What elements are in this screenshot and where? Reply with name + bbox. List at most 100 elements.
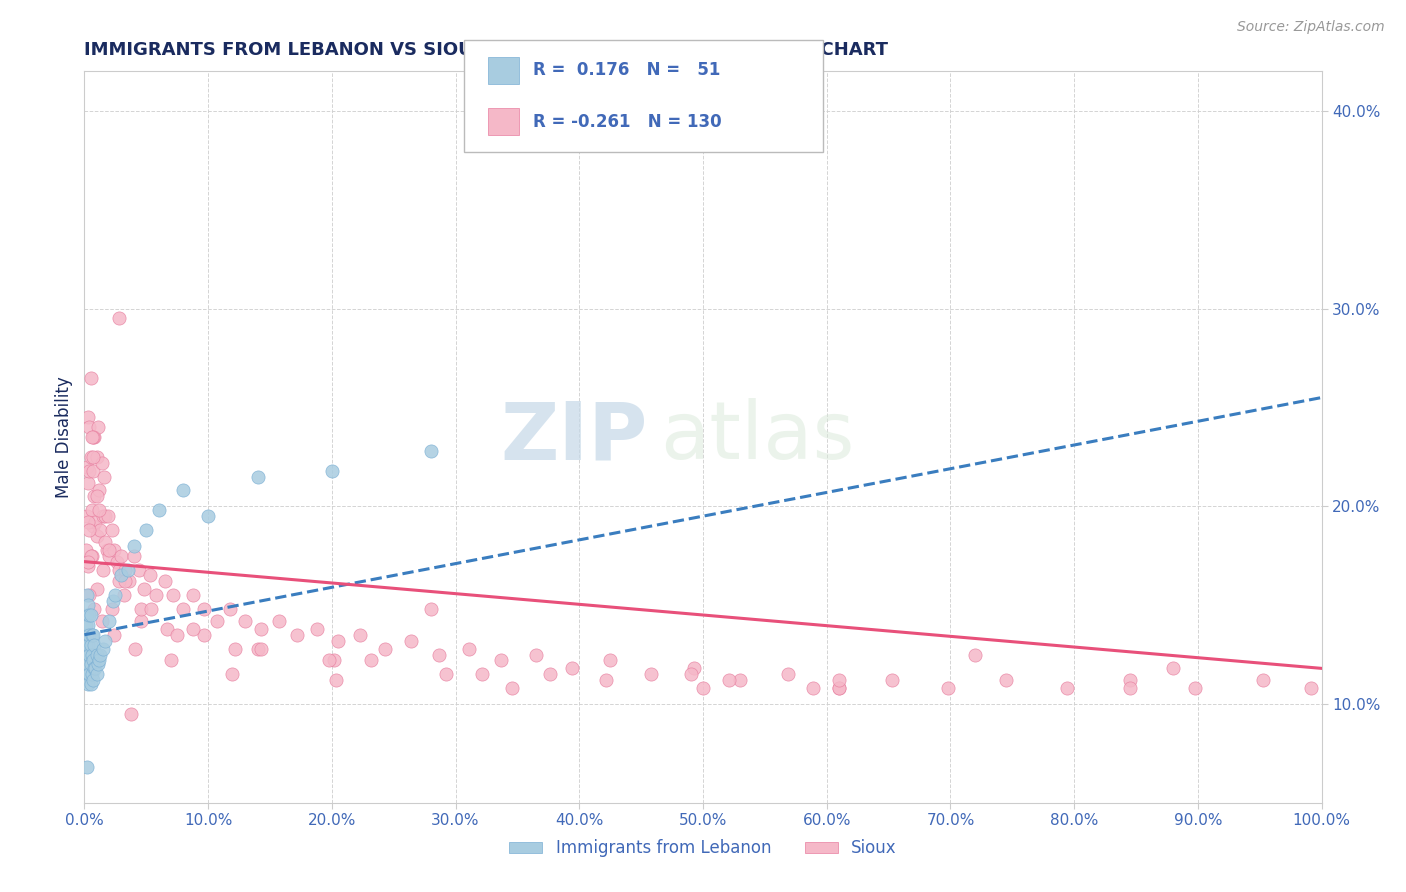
Point: [82, 673, 104, 688]
Point: [1184, 681, 1206, 695]
Point: [83, 602, 105, 616]
Point: [98, 614, 121, 628]
Point: [429, 648, 451, 662]
Point: [717, 673, 740, 688]
Point: [94, 534, 117, 549]
Point: [77, 618, 100, 632]
Point: [524, 648, 547, 662]
Point: [267, 614, 290, 628]
Point: [103, 628, 125, 642]
Point: [86, 648, 108, 662]
Point: [79, 607, 101, 622]
Point: [104, 588, 127, 602]
Point: [76, 628, 98, 642]
Point: [84, 661, 107, 675]
Point: [501, 681, 523, 695]
Point: [114, 562, 136, 576]
Point: [79, 371, 101, 385]
Point: [1299, 681, 1322, 695]
Point: [75, 638, 97, 652]
Point: [86, 582, 108, 597]
Point: [153, 574, 176, 589]
Point: [683, 661, 706, 675]
Point: [374, 641, 396, 656]
Point: [219, 602, 242, 616]
Point: [129, 602, 152, 616]
Point: [79, 464, 101, 478]
Point: [323, 653, 346, 667]
Point: [120, 706, 142, 721]
Point: [82, 450, 104, 464]
Point: [162, 588, 184, 602]
Point: [77, 515, 100, 529]
Point: [79, 549, 101, 563]
Point: [82, 430, 104, 444]
Point: [79, 657, 101, 672]
Point: [79, 638, 101, 652]
Point: [80, 628, 103, 642]
Legend: Immigrants from Lebanon, Sioux: Immigrants from Lebanon, Sioux: [502, 832, 904, 864]
Point: [89, 503, 111, 517]
Point: [828, 673, 851, 688]
Point: [86, 450, 108, 464]
Point: [100, 602, 122, 616]
Point: [80, 503, 103, 517]
Point: [91, 641, 114, 656]
Point: [250, 641, 273, 656]
Point: [882, 673, 904, 688]
Point: [561, 661, 583, 675]
Point: [135, 523, 157, 537]
Point: [1253, 673, 1275, 688]
Point: [101, 594, 124, 608]
Text: IMMIGRANTS FROM LEBANON VS SIOUX MALE DISABILITY CORRELATION CHART: IMMIGRANTS FROM LEBANON VS SIOUX MALE DI…: [84, 41, 889, 59]
Point: [128, 562, 150, 576]
Text: ZIP: ZIP: [501, 398, 647, 476]
Point: [77, 677, 100, 691]
Point: [80, 430, 103, 444]
Point: [79, 677, 101, 691]
Point: [105, 555, 128, 569]
Point: [965, 648, 987, 662]
Point: [77, 558, 100, 573]
Point: [172, 602, 194, 616]
Point: [96, 542, 118, 557]
Point: [124, 641, 146, 656]
Point: [77, 598, 100, 612]
Point: [778, 667, 800, 681]
Point: [193, 628, 215, 642]
Point: [77, 555, 100, 569]
Point: [181, 588, 204, 602]
Point: [1119, 681, 1142, 695]
Point: [76, 509, 98, 524]
Point: [80, 648, 103, 662]
Point: [172, 483, 194, 498]
Text: Source: ZipAtlas.com: Source: ZipAtlas.com: [1237, 20, 1385, 34]
Point: [90, 614, 112, 628]
Point: [197, 509, 219, 524]
Point: [246, 469, 269, 483]
Point: [79, 667, 101, 681]
Point: [828, 681, 851, 695]
Point: [98, 542, 121, 557]
Point: [148, 503, 170, 517]
Point: [100, 523, 122, 537]
Point: [83, 638, 105, 652]
Point: [166, 628, 188, 642]
Point: [91, 509, 114, 524]
Point: [98, 549, 121, 563]
Point: [79, 628, 101, 642]
Point: [75, 648, 97, 662]
Point: [89, 523, 111, 537]
Point: [491, 653, 513, 667]
Point: [94, 509, 117, 524]
Point: [156, 622, 179, 636]
Point: [83, 661, 105, 675]
Point: [76, 760, 98, 774]
Point: [110, 549, 132, 563]
Point: [470, 667, 492, 681]
Point: [828, 681, 851, 695]
Point: [224, 641, 246, 656]
Point: [89, 648, 111, 662]
Point: [79, 523, 101, 537]
Point: [399, 633, 422, 648]
